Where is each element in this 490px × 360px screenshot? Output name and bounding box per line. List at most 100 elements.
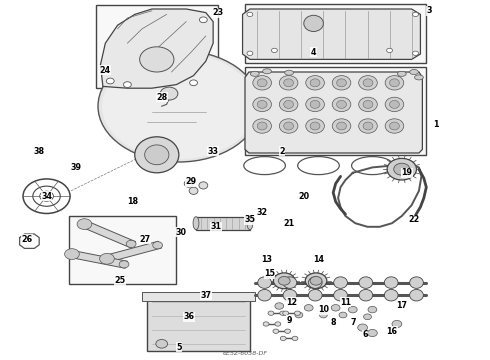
Ellipse shape bbox=[98, 50, 260, 162]
Polygon shape bbox=[103, 241, 162, 263]
Circle shape bbox=[292, 336, 298, 341]
Ellipse shape bbox=[359, 289, 373, 301]
Circle shape bbox=[280, 336, 286, 341]
Ellipse shape bbox=[199, 182, 208, 189]
Text: 19: 19 bbox=[401, 168, 412, 177]
Circle shape bbox=[283, 311, 289, 315]
Ellipse shape bbox=[310, 79, 320, 87]
Text: 16: 16 bbox=[387, 327, 397, 336]
Ellipse shape bbox=[410, 277, 423, 288]
Circle shape bbox=[413, 51, 418, 55]
Bar bbox=[69, 216, 176, 284]
Bar bbox=[147, 295, 250, 351]
Ellipse shape bbox=[363, 79, 373, 87]
Text: 15: 15 bbox=[264, 269, 275, 278]
Text: 13: 13 bbox=[262, 255, 272, 264]
Ellipse shape bbox=[308, 277, 322, 288]
Ellipse shape bbox=[247, 217, 253, 230]
Text: 23: 23 bbox=[213, 8, 223, 17]
Circle shape bbox=[190, 80, 197, 86]
Text: 17: 17 bbox=[396, 302, 407, 310]
Ellipse shape bbox=[263, 69, 271, 74]
Ellipse shape bbox=[306, 76, 324, 90]
Ellipse shape bbox=[332, 76, 351, 90]
Ellipse shape bbox=[258, 277, 271, 288]
Ellipse shape bbox=[250, 71, 259, 76]
Circle shape bbox=[294, 311, 300, 315]
Text: 32: 32 bbox=[257, 208, 268, 217]
Bar bbox=[245, 67, 426, 155]
Circle shape bbox=[160, 87, 178, 100]
Ellipse shape bbox=[390, 100, 399, 108]
Circle shape bbox=[387, 158, 416, 180]
Ellipse shape bbox=[410, 289, 423, 301]
Ellipse shape bbox=[332, 97, 351, 112]
Text: 10: 10 bbox=[318, 305, 329, 314]
Circle shape bbox=[358, 324, 368, 331]
Text: 39: 39 bbox=[71, 163, 81, 172]
Circle shape bbox=[199, 17, 207, 23]
Ellipse shape bbox=[390, 122, 399, 130]
Circle shape bbox=[119, 261, 129, 268]
Ellipse shape bbox=[385, 119, 404, 133]
Circle shape bbox=[348, 306, 357, 313]
Text: 25: 25 bbox=[115, 276, 125, 285]
Text: 5: 5 bbox=[176, 343, 182, 352]
Circle shape bbox=[65, 249, 79, 260]
Polygon shape bbox=[243, 9, 420, 59]
Polygon shape bbox=[142, 292, 255, 301]
Circle shape bbox=[275, 303, 284, 309]
Text: 29: 29 bbox=[186, 177, 196, 186]
Circle shape bbox=[387, 48, 392, 53]
Circle shape bbox=[263, 322, 269, 326]
Circle shape bbox=[99, 253, 114, 264]
Circle shape bbox=[295, 312, 303, 318]
Ellipse shape bbox=[385, 76, 404, 90]
Circle shape bbox=[247, 51, 253, 55]
Text: 24: 24 bbox=[100, 66, 111, 75]
Text: 21: 21 bbox=[284, 219, 294, 228]
Text: 12: 12 bbox=[286, 298, 297, 307]
Ellipse shape bbox=[193, 217, 199, 230]
Circle shape bbox=[280, 311, 286, 315]
Text: 18: 18 bbox=[127, 197, 138, 206]
Ellipse shape bbox=[284, 79, 294, 87]
Circle shape bbox=[285, 329, 291, 333]
Circle shape bbox=[364, 314, 371, 320]
Circle shape bbox=[339, 312, 347, 318]
Ellipse shape bbox=[390, 79, 399, 87]
Ellipse shape bbox=[384, 277, 398, 288]
Ellipse shape bbox=[359, 277, 373, 288]
Circle shape bbox=[106, 78, 114, 84]
Text: 1: 1 bbox=[433, 120, 439, 129]
Ellipse shape bbox=[257, 100, 267, 108]
Ellipse shape bbox=[284, 100, 294, 108]
Text: 14: 14 bbox=[313, 255, 324, 264]
Text: 33: 33 bbox=[208, 147, 219, 156]
Text: 34: 34 bbox=[41, 192, 52, 201]
Polygon shape bbox=[196, 217, 250, 230]
Ellipse shape bbox=[306, 119, 324, 133]
Bar bbox=[96, 5, 218, 88]
Ellipse shape bbox=[359, 97, 377, 112]
Ellipse shape bbox=[363, 100, 373, 108]
Ellipse shape bbox=[308, 289, 322, 301]
Circle shape bbox=[310, 276, 322, 285]
Text: 38: 38 bbox=[34, 147, 45, 156]
Circle shape bbox=[268, 311, 274, 315]
Text: 7: 7 bbox=[350, 318, 356, 327]
Ellipse shape bbox=[189, 187, 198, 194]
Circle shape bbox=[153, 242, 163, 249]
Circle shape bbox=[368, 329, 377, 337]
Ellipse shape bbox=[359, 119, 377, 133]
Text: 4: 4 bbox=[311, 48, 317, 57]
Circle shape bbox=[273, 273, 295, 289]
Ellipse shape bbox=[279, 76, 298, 90]
Circle shape bbox=[271, 48, 277, 53]
Ellipse shape bbox=[337, 100, 346, 108]
Circle shape bbox=[123, 82, 131, 87]
Text: 27: 27 bbox=[139, 235, 150, 244]
Ellipse shape bbox=[363, 122, 373, 130]
Ellipse shape bbox=[285, 70, 294, 75]
Text: 11: 11 bbox=[340, 298, 351, 307]
